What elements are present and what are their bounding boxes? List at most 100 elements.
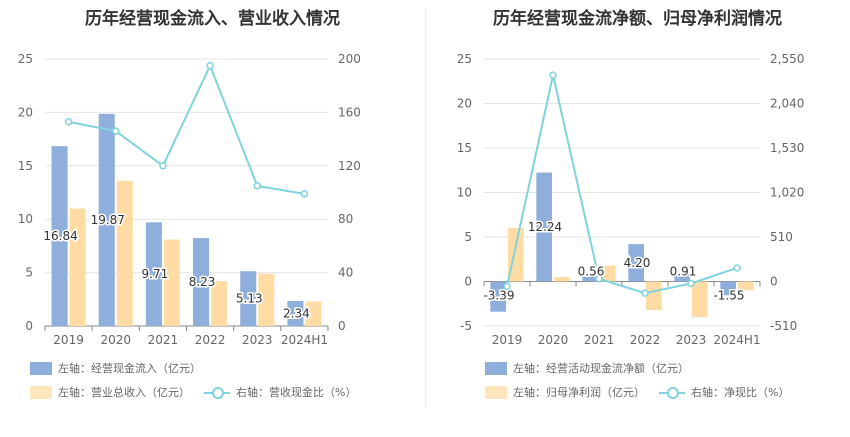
legend-label: 左轴：营业总收入（亿元） [58, 386, 190, 399]
chart-title: 历年经营现金流入、营业收入情况 [85, 9, 340, 29]
chart-svg-right: -50510152025-51005101,0201,5302,0402,550… [457, 52, 805, 347]
x-tick-label: 2024H1 [281, 333, 328, 347]
y-right-tick-label: 0 [770, 275, 778, 289]
y-right-tick-label: 1,020 [770, 186, 804, 200]
bar-series-2 [258, 273, 275, 326]
chart-panel-right: 历年经营现金流净额、归母净利润情况 -5 0 5 10 15 20 25 -510 0 510 1,… [425, 0, 850, 437]
ratio-point [733, 264, 741, 272]
x-tick-label: 2024H1 [713, 333, 760, 347]
bar-series-2 [554, 277, 570, 282]
x-tick-label: 2021 [148, 333, 179, 347]
data-label: 16.84 [43, 229, 77, 243]
ratio-line [506, 74, 738, 295]
ratio-point [503, 282, 511, 291]
data-label: 12.24 [528, 220, 562, 234]
x-tick-label: 2023 [242, 333, 273, 347]
bar-series-1 [287, 301, 304, 326]
y-left-tick-label: 15 [18, 159, 33, 173]
y-right-tick-label: 0 [338, 319, 346, 333]
bar-series-1 [240, 271, 257, 326]
ratio-point [549, 71, 557, 79]
ratio-line [68, 63, 305, 195]
y-right-tick-label: 160 [338, 105, 361, 119]
bar-series-1 [98, 113, 115, 327]
data-label: 8.23 [189, 275, 216, 289]
y-right-tick-label: 2,040 [770, 97, 804, 111]
legend-swatch [485, 385, 507, 399]
ratio-point [159, 162, 167, 170]
legend-row-1: 左轴：经营现金流入（亿元） [30, 360, 215, 376]
y-right-tick-label: 120 [338, 159, 361, 173]
bar-series-1 [536, 172, 552, 282]
x-tick-label: 2019 [53, 333, 84, 347]
ratio-point [112, 127, 120, 135]
y-left-tick-label: 0 [464, 275, 472, 289]
bar-series-2 [211, 281, 228, 326]
ratio-point [300, 190, 309, 198]
legend-swatch [30, 361, 52, 375]
ratio-point [687, 279, 695, 288]
ratio-point [641, 289, 649, 297]
bar-series-1 [51, 146, 68, 326]
x-tick-label: 2020 [538, 333, 569, 347]
y-left-tick-label: 5 [25, 266, 33, 280]
y-left-tick-label: -5 [460, 319, 472, 333]
legend-row-1: 左轴：经营活动现金流净额（亿元） [485, 360, 703, 376]
data-label: 9.71 [142, 267, 169, 281]
legend-swatch [485, 361, 507, 375]
ratio-point [64, 117, 73, 126]
ratio-point [206, 61, 214, 70]
y-right-tick-label: -510 [770, 319, 797, 333]
bar-series-2 [692, 281, 708, 318]
y-left-tick-label: 10 [18, 212, 33, 226]
x-tick-label: 2020 [100, 333, 131, 347]
legend-label: 左轴：经营活动现金流净额（亿元） [513, 362, 689, 375]
y-right-tick-label: 80 [338, 212, 353, 226]
bar-series-2 [738, 281, 754, 291]
data-label: 0.91 [670, 265, 697, 279]
legend-line-symbol [204, 386, 230, 399]
y-left-tick-label: 20 [457, 97, 472, 111]
ratio-point [595, 275, 603, 283]
data-label: 4.20 [624, 256, 651, 270]
legend-line-symbol [659, 386, 685, 399]
data-label: 0.56 [578, 265, 605, 279]
bar-series-1 [193, 238, 210, 326]
x-tick-label: 2022 [195, 333, 226, 347]
chart-panel-left: 历年经营现金流入、营业收入情况 0 5 10 15 20 25 0 40 80 120 160 200… [18, 9, 361, 400]
legend-row-2: 左轴：归母净利润（亿元） 右轴：净现比（%） [485, 384, 803, 400]
bar-series-1 [145, 222, 162, 326]
bar-series-1 [490, 281, 506, 312]
data-label: -3.39 [483, 289, 514, 303]
legend-item-ratio[interactable]: 右轴：营收现金比（%） [204, 384, 356, 400]
y-left-tick-label: 25 [18, 52, 33, 66]
y-right-tick-label: 200 [338, 52, 361, 66]
data-label: 5.13 [236, 292, 263, 306]
legend-item-cash-inflow[interactable]: 左轴：经营现金流入（亿元） [30, 360, 201, 376]
legend-item-revenue[interactable]: 左轴：营业总收入（亿元） [30, 384, 190, 400]
legend-item-net-cash-ratio[interactable]: 右轴：净现比（%） [659, 384, 789, 400]
panel-divider [425, 8, 426, 408]
y-left-tick-label: 10 [457, 186, 472, 200]
bar-series-2 [69, 208, 86, 326]
x-tick-label: 2023 [676, 333, 707, 347]
data-label: 2.34 [283, 307, 310, 321]
y-right-tick-label: 40 [338, 266, 353, 280]
chart-title: 历年经营现金流净额、归母净利润情况 [493, 9, 782, 29]
bar-series-2 [305, 301, 322, 326]
legend-item-net-profit[interactable]: 左轴：归母净利润（亿元） [485, 384, 645, 400]
legend-label: 右轴：营收现金比（%） [236, 386, 357, 399]
legend-swatch [30, 385, 52, 399]
legend-label: 左轴：经营现金流入（亿元） [58, 362, 201, 375]
bar-series-2 [163, 239, 180, 326]
data-label: 19.87 [91, 213, 125, 227]
x-tick-label: 2022 [630, 333, 661, 347]
x-tick-label: 2019 [492, 333, 523, 347]
y-right-tick-label: 1,530 [770, 141, 804, 155]
bar-series-1 [628, 244, 644, 282]
chart-svg-left: 0 5 10 15 20 25 0 40 80 120 160 200 2019 2020 2021 2022… [18, 52, 361, 347]
legend-item-net-cash-flow[interactable]: 左轴：经营活动现金流净额（亿元） [485, 360, 689, 376]
y-left-tick-label: 5 [464, 230, 472, 244]
ratio-point [253, 182, 261, 190]
y-right-tick-label: 2,550 [770, 52, 804, 66]
